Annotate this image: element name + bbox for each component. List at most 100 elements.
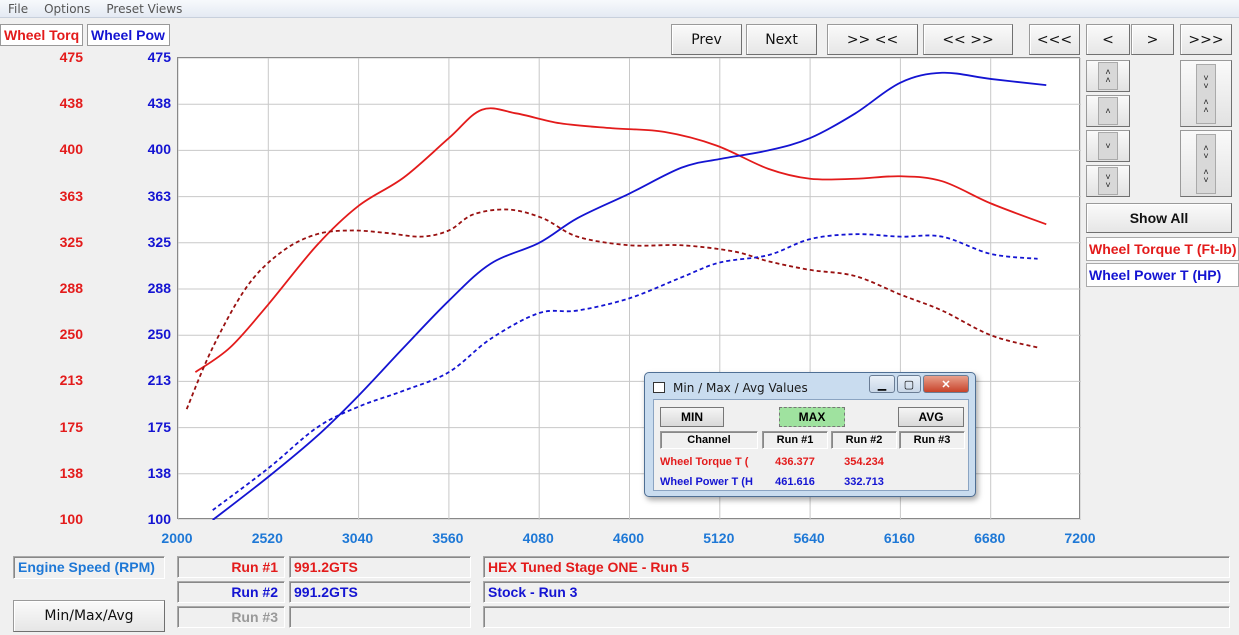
min-max-avg-button[interactable]: Min/Max/Avg — [13, 600, 165, 632]
row-power-channel: Wheel Power T (H — [660, 476, 753, 488]
maximize-icon: ▢ — [903, 378, 915, 391]
row-torque-run1: 436.377 — [775, 456, 815, 468]
power-tick-label: 250 — [147, 326, 171, 343]
rpm-tick-label: 5640 — [793, 530, 825, 546]
range-compress-button[interactable]: ˅ ˅ ˄ ˄ — [1180, 60, 1232, 127]
show-all-button[interactable]: Show All — [1086, 203, 1232, 233]
series-line-torque-run2 — [185, 208, 1038, 410]
power-tick-label: 400 — [147, 141, 171, 158]
compress-icon: ˅ ˅ ˄ ˄ — [1196, 63, 1216, 124]
scroll-left-button[interactable]: < — [1086, 24, 1130, 55]
close-icon: ✕ — [941, 378, 951, 391]
max-label: MAX — [798, 410, 826, 424]
series-line-power-run2 — [212, 233, 1038, 511]
engine-speed-channel[interactable]: Engine Speed (RPM) — [13, 556, 165, 579]
close-button[interactable]: ✕ — [923, 375, 969, 393]
prev-label: Prev — [691, 31, 722, 48]
scale-up-fast-button[interactable]: ˄ ˄ — [1086, 60, 1130, 92]
dialog-title: Min / Max / Avg Values — [673, 381, 808, 395]
run3-description — [483, 606, 1230, 628]
menu-preset-views[interactable]: Preset Views — [106, 1, 183, 16]
row-power-run1: 461.616 — [775, 476, 815, 488]
power-tick-label: 138 — [147, 464, 171, 481]
rpm-tick-label: 3040 — [342, 530, 374, 546]
prev-button[interactable]: Prev — [671, 24, 742, 55]
torque-tick-label: 400 — [59, 141, 83, 158]
far-right-label: >>> — [1188, 31, 1224, 48]
power-tick-label: 100 — [147, 511, 171, 527]
show-all-label: Show All — [1129, 210, 1189, 226]
row-torque-run2: 354.234 — [844, 456, 884, 468]
up-icon: ˄ — [1098, 97, 1118, 125]
rpm-tick-label: 2000 — [161, 530, 193, 546]
scale-down-fast-button[interactable]: ˅ ˅ — [1086, 165, 1130, 197]
expand-icon: ˄ ˅ ˄ ˅ — [1196, 133, 1216, 194]
power-tick-label: 475 — [147, 49, 171, 65]
next-label: Next — [765, 31, 798, 48]
next-button[interactable]: Next — [746, 24, 817, 55]
rpm-tick-label: 4600 — [612, 530, 645, 546]
zoom-in-label: >> << — [846, 31, 899, 48]
menu-file[interactable]: File — [8, 1, 29, 16]
power-channel-box[interactable]: Wheel Pow — [87, 24, 170, 46]
power-tick-label: 363 — [147, 187, 171, 204]
double-up-icon: ˄ ˄ — [1098, 62, 1118, 90]
run3-label: Run #3 — [177, 606, 285, 628]
maximize-button[interactable]: ▢ — [897, 375, 921, 393]
window-icon — [653, 382, 665, 393]
torque-tick-label: 175 — [59, 418, 83, 435]
rpm-tick-label: 3560 — [432, 530, 464, 546]
torque-channel-box[interactable]: Wheel Torq — [0, 24, 83, 46]
power-tick-label: 325 — [147, 233, 171, 250]
rpm-tick-label: 6680 — [974, 530, 1006, 546]
far-left-label: <<< — [1036, 31, 1073, 48]
header-run3: Run #3 — [899, 431, 965, 449]
double-down-icon: ˅ ˅ — [1098, 167, 1118, 195]
minimize-button[interactable]: ▁ — [869, 375, 895, 393]
min-label: MIN — [681, 410, 703, 424]
header-run1: Run #1 — [762, 431, 828, 449]
avg-label: AVG — [918, 410, 944, 424]
torque-tick-label: 213 — [59, 372, 83, 389]
legend-torque[interactable]: Wheel Torque T (Ft-lb) — [1086, 237, 1239, 261]
legend-power[interactable]: Wheel Power T (HP) — [1086, 263, 1239, 287]
torque-tick-label: 475 — [59, 49, 83, 65]
down-icon: ˅ — [1098, 132, 1118, 160]
scale-up-button[interactable]: ˄ — [1086, 95, 1130, 127]
torque-tick-label: 138 — [59, 464, 83, 481]
left-label: < — [1102, 31, 1114, 48]
avg-button[interactable]: AVG — [898, 407, 964, 427]
scroll-far-right-button[interactable]: >>> — [1180, 24, 1232, 55]
rpm-tick-label: 5120 — [703, 530, 735, 546]
min-max-avg-dialog: Min / Max / Avg Values ▁ ▢ ✕ MIN MAX AVG… — [644, 372, 976, 497]
run2-label: Run #2 — [177, 581, 285, 603]
torque-tick-label: 250 — [59, 326, 83, 343]
power-tick-label: 288 — [147, 280, 171, 296]
min-button[interactable]: MIN — [660, 407, 724, 427]
legend-power-label: Wheel Power T (HP) — [1089, 267, 1222, 283]
run1-vehicle: 991.2GTS — [289, 556, 471, 578]
row-torque-channel: Wheel Torque T ( — [660, 456, 749, 468]
header-run2: Run #2 — [831, 431, 897, 449]
right-label: > — [1146, 31, 1159, 48]
scroll-far-left-button[interactable]: <<< — [1029, 24, 1080, 55]
rpm-tick-label: 4080 — [522, 530, 554, 546]
zoom-out-button[interactable]: << >> — [923, 24, 1013, 55]
torque-tick-label: 438 — [59, 95, 83, 112]
max-button[interactable]: MAX — [779, 407, 845, 427]
torque-tick-label: 288 — [59, 280, 83, 296]
torque-tick-label: 363 — [59, 187, 83, 204]
rpm-tick-label: 6160 — [883, 530, 915, 546]
zoom-in-button[interactable]: >> << — [827, 24, 918, 55]
run2-vehicle: 991.2GTS — [289, 581, 471, 603]
min-max-avg-label: Min/Max/Avg — [44, 608, 134, 624]
scale-down-button[interactable]: ˅ — [1086, 130, 1130, 162]
minimize-icon: ▁ — [877, 378, 887, 391]
run3-vehicle — [289, 606, 471, 628]
range-expand-button[interactable]: ˄ ˅ ˄ ˅ — [1180, 130, 1232, 197]
scroll-right-button[interactable]: > — [1131, 24, 1174, 55]
power-tick-label: 213 — [147, 372, 171, 389]
dyno-chart — [177, 57, 1082, 521]
menu-options[interactable]: Options — [44, 1, 91, 16]
